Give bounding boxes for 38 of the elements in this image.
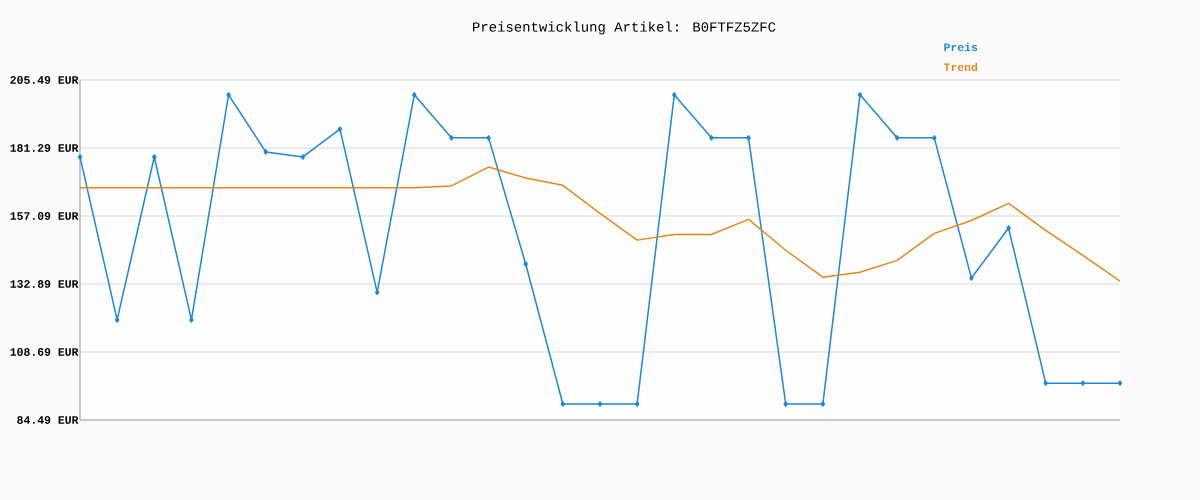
point: [114, 317, 120, 323]
point: [709, 135, 714, 141]
point: [263, 149, 268, 155]
point: [77, 154, 83, 160]
text: Preis: [944, 42, 978, 52]
point: [300, 154, 306, 160]
point: [672, 92, 677, 98]
point: [152, 154, 157, 160]
chart-title: Preisentwicklung Artikel: B0FTFZ5ZFC: [473, 21, 776, 35]
point: [449, 135, 454, 141]
point: [894, 135, 900, 141]
point: [969, 275, 974, 281]
point: [486, 135, 491, 141]
point: [857, 92, 863, 98]
point: [412, 92, 417, 98]
point: [374, 289, 380, 296]
y-tick-label: 84.49 EUR: [17, 416, 79, 424]
y-tick-label: 205.49 EUR: [10, 76, 79, 84]
point: [783, 401, 788, 407]
y-tick-label: 181.29 EUR: [10, 144, 79, 152]
point: [189, 317, 194, 323]
y-tick-label: 157.09 EUR: [10, 212, 79, 220]
point: [1043, 380, 1048, 386]
y-tick-label: 132.89 EUR: [10, 280, 79, 288]
point: [1117, 380, 1123, 386]
point: [820, 401, 826, 407]
y-tick-label: 108.69 EUR: [10, 348, 79, 356]
text: Trend: [943, 62, 978, 72]
point: [634, 401, 640, 407]
point: [597, 401, 603, 407]
point: [1080, 380, 1086, 386]
point: [1006, 225, 1011, 231]
point: [523, 261, 528, 267]
point: [226, 92, 231, 98]
point: [746, 135, 751, 141]
point: [560, 401, 566, 407]
point: [932, 135, 937, 141]
point: [337, 126, 343, 132]
